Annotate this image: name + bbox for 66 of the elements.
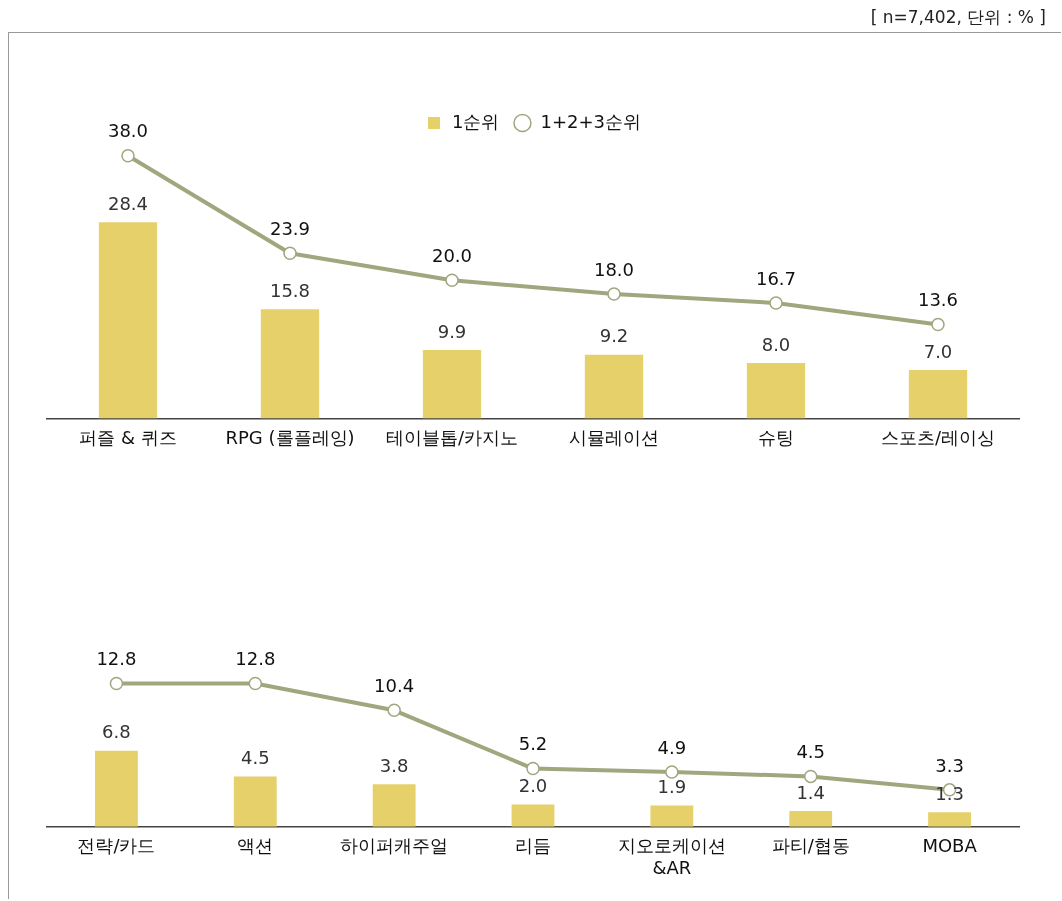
data-label: 8.0 <box>761 333 791 355</box>
data-label: 10.4 <box>374 674 415 696</box>
point <box>665 765 679 779</box>
x-tick-label: 하이퍼캐주얼 <box>340 835 449 857</box>
data-label: 7.0 <box>923 340 953 362</box>
point <box>769 296 783 310</box>
data-label: 18.0 <box>593 258 635 280</box>
data-label: 6.8 <box>102 721 131 743</box>
data-label: 3.8 <box>379 754 409 776</box>
bar <box>422 349 482 419</box>
data-label: 16.7 <box>755 267 797 289</box>
x-tick-label: RPG (롤플레잉) <box>225 426 355 448</box>
x-tick-label: 파티/협동 <box>771 835 850 857</box>
data-label: 1.9 <box>657 776 687 798</box>
bar <box>650 805 694 827</box>
x-tick-label: 리듬 <box>515 835 551 857</box>
x-tick-label: 퍼즐 & 퀴즈 <box>79 426 177 448</box>
text: [ n=7,402, 단위 : % ] <box>870 6 1046 29</box>
data-label: 4.5 <box>796 741 826 763</box>
point <box>526 761 540 776</box>
data-label: 4.5 <box>240 747 270 769</box>
bar <box>511 804 555 827</box>
x-tick-label: 슈팅 <box>758 426 794 448</box>
data-label: 9.9 <box>437 320 467 342</box>
data-label: 1.4 <box>796 781 826 803</box>
bar <box>746 363 806 419</box>
data-label: 3.3 <box>935 754 964 776</box>
legend-label: 1순위 <box>452 110 500 132</box>
x-tick-label: 지오로케이션 &AR <box>617 835 726 878</box>
bar <box>908 370 968 419</box>
data-label: 23.9 <box>269 217 311 239</box>
data-label: 2.0 <box>518 775 548 797</box>
data-label: 38.0 <box>107 120 149 142</box>
bar <box>95 750 138 827</box>
data-label: 5.2 <box>518 733 548 755</box>
bar <box>233 776 277 827</box>
x-tick-label: 전략/카드 <box>77 835 156 857</box>
point <box>607 287 621 301</box>
x-tick-label: 스포츠/레이싱 <box>880 426 996 448</box>
point <box>248 676 263 691</box>
bar <box>372 784 416 827</box>
data-label: 9.2 <box>599 325 629 347</box>
bar <box>789 811 833 827</box>
bar <box>928 812 971 827</box>
bar <box>260 309 320 419</box>
point <box>445 273 459 287</box>
point <box>283 246 297 260</box>
data-label: 15.8 <box>269 279 311 301</box>
x-tick-label: MOBA <box>922 835 978 857</box>
legend-label: 1+2+3순위 <box>540 110 641 132</box>
data-label: 4.9 <box>657 736 687 758</box>
data-label: 28.4 <box>107 192 149 214</box>
data-label: 12.8 <box>235 648 276 670</box>
x-tick-label: 테이블톱/카지노 <box>385 426 519 448</box>
point <box>121 149 135 163</box>
point <box>109 676 124 691</box>
point <box>803 769 818 784</box>
bar <box>98 222 158 419</box>
point <box>387 703 401 718</box>
x-tick-label: 시뮬레이션 <box>569 426 659 448</box>
data-label: 12.8 <box>96 648 137 670</box>
data-label: 13.6 <box>917 289 959 311</box>
x-tick-label: 액션 <box>237 835 274 857</box>
bar <box>584 354 644 419</box>
data-label: 20.0 <box>431 244 473 266</box>
point <box>931 317 945 332</box>
